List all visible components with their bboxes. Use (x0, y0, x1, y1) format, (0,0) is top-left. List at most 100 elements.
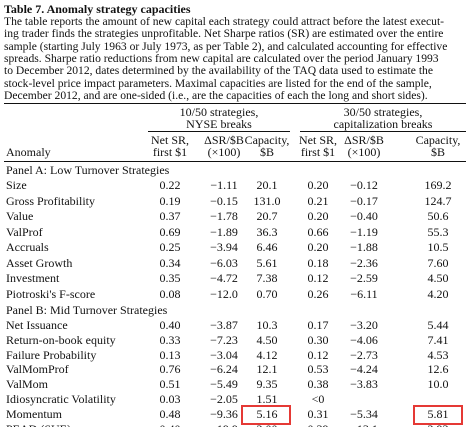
cell: 0.12 (307, 271, 329, 285)
row-label: Return-on-book equity (6, 332, 116, 347)
cell: 5.16 (256, 406, 278, 421)
top-rule (4, 103, 466, 104)
cell: 0.33 (159, 332, 181, 347)
row-label: Asset Growth (6, 255, 73, 270)
cell: −3.94 (210, 240, 238, 254)
cell: −12.0 (210, 286, 238, 301)
table-title: Table 7. Anomaly strategy capacities (4, 2, 191, 16)
cell: −1.88 (350, 240, 378, 254)
cell: 0.17 (307, 318, 329, 332)
cell: −2.73 (350, 347, 378, 362)
cell: 0.08 (159, 286, 181, 301)
cell: 12.1 (256, 362, 278, 377)
column-header: ΔSR/$B (204, 133, 244, 147)
cell: 0.31 (307, 406, 329, 421)
cell: 12.6 (427, 362, 449, 377)
cell: 0.20 (307, 178, 329, 192)
cell: <0 (311, 392, 325, 406)
cell: −0.12 (350, 178, 378, 192)
cell: 0.18 (307, 255, 329, 270)
cell: 55.3 (427, 224, 449, 239)
cell: 1.51 (256, 392, 278, 406)
panel-title: Panel B: Mid Turnover Strategies (6, 303, 168, 317)
row-label: Piotroski's F-score (6, 286, 96, 301)
group-underline (300, 131, 466, 132)
cell: 0.38 (307, 377, 329, 392)
caption-line: spreads. Sharpe ratio reductions from ne… (4, 51, 439, 65)
cell: 131.0 (253, 193, 281, 208)
cell: 4.50 (256, 332, 278, 347)
cell: 0.51 (159, 377, 181, 392)
cell: −0.40 (350, 209, 378, 223)
cell: 0.69 (159, 224, 181, 239)
cell: −1.19 (350, 224, 378, 239)
cell: 4.50 (427, 271, 449, 285)
caption-line: to December 2012, dates determined by th… (4, 64, 433, 78)
row-label: Gross Profitability (6, 193, 95, 208)
cell: 0.19 (159, 193, 181, 208)
cell: −6.24 (210, 362, 238, 377)
cell: 124.7 (424, 193, 452, 208)
column-header: (×100) (207, 145, 241, 159)
cell: −0.15 (210, 193, 238, 208)
cell: −2.05 (210, 392, 238, 406)
group-header: capitalization breaks (333, 117, 433, 131)
row-label: ValMom (6, 377, 48, 392)
row-label: Size (6, 178, 27, 192)
column-header: first $1 (300, 145, 336, 159)
cell: 0.26 (307, 286, 329, 301)
cell: 20.7 (256, 209, 278, 223)
column-header: first $1 (152, 145, 188, 159)
cell: 2.00 (257, 422, 278, 427)
row-label: Accruals (6, 240, 49, 254)
cell: −3.04 (210, 347, 238, 362)
cell: −3.20 (350, 318, 378, 332)
cell: −4.24 (350, 362, 378, 377)
cell: 36.3 (256, 224, 278, 239)
cell: −1.78 (210, 209, 238, 223)
cell: −19.9 (210, 422, 238, 427)
column-header: Capacity, (244, 133, 290, 147)
highlight-box (413, 404, 463, 425)
highlight-box (241, 404, 291, 425)
caption-line: stock-level price impact parameters. Max… (4, 76, 432, 90)
group-header: 10/50 strategies, (179, 105, 259, 119)
cell: 7.38 (256, 271, 278, 285)
cell: 0.20 (307, 240, 329, 254)
row-label: ValMomProf (6, 362, 69, 377)
column-header: Anomaly (6, 145, 51, 159)
row-label: Momentum (6, 406, 62, 421)
column-header: Net SR, (298, 133, 338, 147)
panel-title: Panel A: Low Turnover Strategies (6, 163, 170, 177)
cell: 0.20 (307, 209, 329, 223)
cell: 7.60 (427, 255, 449, 270)
row-label: Value (6, 209, 34, 223)
column-header: ΔSR/$B (344, 133, 384, 147)
cell: −5.49 (210, 377, 238, 392)
cell: 10.0 (427, 377, 449, 392)
column-header: $B (430, 145, 446, 159)
cell: −2.59 (350, 271, 378, 285)
cell: 4.53 (427, 347, 449, 362)
cell: 5.81 (427, 406, 449, 421)
cell: 0.35 (159, 271, 181, 285)
cell: 0.48 (159, 406, 181, 421)
cell: 10.3 (256, 318, 278, 332)
caption-line: sample (starting July 1963 or July 1973,… (4, 39, 448, 53)
cell: 0.30 (307, 332, 329, 347)
cell: 0.12 (307, 347, 329, 362)
cell: −5.34 (350, 406, 378, 421)
group-header: 30/50 strategies, (343, 105, 423, 119)
group-underline (148, 131, 290, 132)
cell: 0.39 (308, 422, 329, 427)
cell: −9.36 (210, 406, 238, 421)
cell: −0.17 (350, 193, 378, 208)
header-rule (4, 161, 466, 162)
cell: 9.35 (256, 377, 278, 392)
cell: −4.72 (210, 271, 238, 285)
column-header: Capacity, (415, 133, 461, 147)
group-header: NYSE breaks (186, 117, 252, 131)
cell: 0.66 (307, 224, 329, 239)
cell: 0.13 (159, 347, 181, 362)
